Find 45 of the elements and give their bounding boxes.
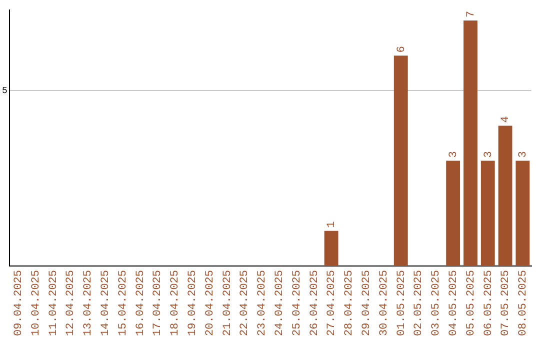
x-tick-label: 02.05.2025 [413,270,426,336]
data-label: 3 [482,151,495,158]
bar [480,160,495,266]
x-tick-label: 05.05.2025 [465,270,478,336]
bar [446,160,460,266]
y-tick-label: 5 [2,86,8,96]
x-tick-label: 15.04.2025 [117,270,130,336]
bar [464,20,478,266]
x-tick-label: 10.04.2025 [30,270,42,336]
bar [516,160,530,266]
data-label: 4 [500,116,512,123]
x-tick-label: 12.04.2025 [65,270,78,336]
x-tick-label: 20.04.2025 [204,270,216,336]
x-tick-label: 19.04.2025 [186,270,199,336]
x-tick-label: 16.04.2025 [134,270,147,336]
x-tick-label: 27.04.2025 [326,270,338,336]
data-label: 1 [326,220,338,228]
x-tick-label: 22.04.2025 [239,270,252,336]
x-tick-label: 24.04.2025 [274,270,286,336]
x-tick-label: 09.04.2025 [13,270,26,336]
bar [394,56,408,266]
x-tick-label: 13.04.2025 [82,270,95,336]
x-tick-label: 26.04.2025 [308,270,321,336]
x-tick-label: 14.04.2025 [100,270,112,336]
x-tick-label: 29.04.2025 [360,270,373,336]
x-tick-label: 25.04.2025 [291,270,304,336]
x-tick-label: 21.04.2025 [222,270,234,336]
x-tick-label: 28.04.2025 [344,270,356,336]
x-tick-label: 30.04.2025 [378,270,390,336]
data-label: 7 [465,10,478,18]
x-tick-label: 08.05.2025 [518,270,530,336]
x-tick-label: 17.04.2025 [152,270,164,336]
x-tick-label: 18.04.2025 [170,270,182,336]
bar [324,230,338,266]
x-tick-label: 07.05.2025 [500,270,512,336]
x-tick-label: 06.05.2025 [482,270,495,336]
x-tick-label: 23.04.2025 [256,270,269,336]
bar [498,126,512,266]
x-tick-label: 03.05.2025 [430,270,443,336]
data-label: 3 [518,151,530,158]
data-label: 6 [396,46,408,53]
data-label: 3 [448,151,460,158]
x-tick-label: 01.05.2025 [396,270,408,336]
x-tick-label: 11.04.2025 [48,270,60,336]
x-tick-label: 04.05.2025 [448,270,460,336]
